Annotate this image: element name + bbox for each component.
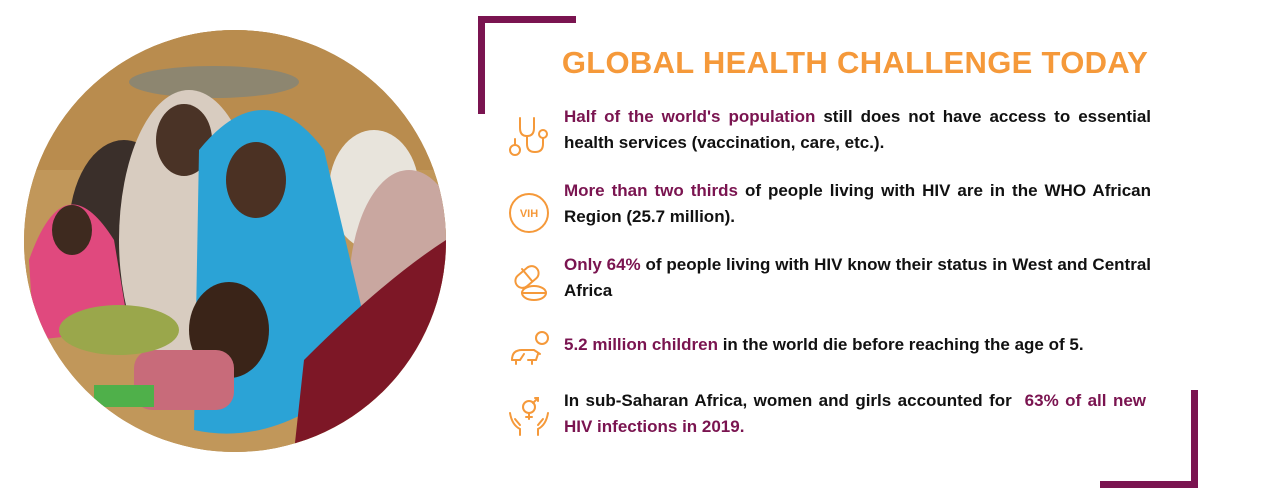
stethoscope-icon (506, 112, 552, 158)
baby-icon (506, 326, 552, 372)
women-children-photo (24, 30, 446, 452)
item-body: still does not have access to essential … (564, 107, 1151, 152)
page-title: GLOBAL HEALTH CHALLENGE TODAY (561, 45, 1149, 80)
item-text: In sub-Saharan Africa, women and girls a… (564, 388, 1146, 440)
item-text: Half of the world's population still doe… (564, 104, 1151, 156)
item-highlight: More than two thirds (564, 181, 738, 200)
pills-icon (506, 260, 552, 306)
item-text: More than two thirds of people living wi… (564, 178, 1151, 230)
item-body: in the world die before reaching the age… (717, 335, 1084, 354)
item-highlight: Half of the world's population (564, 107, 816, 126)
hands-gender-icon (506, 393, 552, 439)
vih-icon-label: VIH (520, 208, 538, 220)
item-body: of people living with HIV know their sta… (564, 255, 1151, 300)
item-highlight: Only 64% (564, 255, 641, 274)
item-body: of people living with HIV are in the WHO… (564, 181, 1151, 226)
corner-frame-top-left (478, 16, 576, 114)
item-text: Only 64% of people living with HIV know … (564, 252, 1151, 304)
item-text: 5.2 million children in the world die be… (564, 332, 1151, 358)
item-highlight: 63% of all new HIV infections in 2019. (564, 391, 1146, 436)
item-body: In sub-Saharan Africa, women and girls a… (564, 391, 1025, 410)
vih-icon: VIH (506, 190, 552, 236)
corner-frame-bottom-right (1100, 390, 1198, 488)
item-highlight: 5.2 million children (564, 335, 718, 354)
